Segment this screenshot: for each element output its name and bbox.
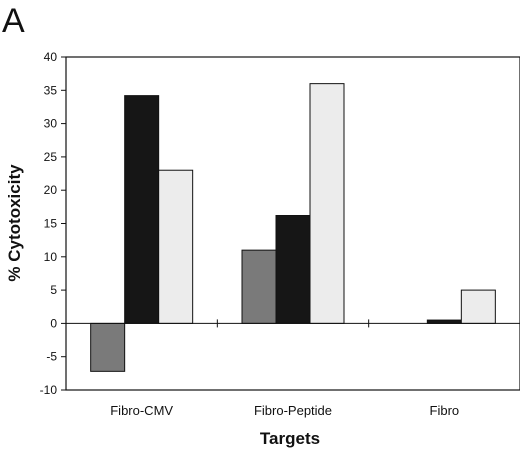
bar-series-1-fibro-cmv <box>90 322 126 372</box>
panel-letter: A <box>2 2 25 40</box>
y-tick-label: 20 <box>44 183 58 197</box>
y-axis: -10 -5 0 5 10 15 20 25 30 35 40 <box>40 50 66 397</box>
category-label: Fibro-CMV <box>110 403 173 418</box>
category-label: Fibro-Peptide <box>254 403 332 418</box>
y-tick-label: -10 <box>40 383 58 397</box>
category-labels: Fibro-CMV Fibro-Peptide Fibro <box>110 403 459 418</box>
bar-series-3-fibro-peptide <box>309 83 345 324</box>
bar-series-3-fibro-cmv <box>158 169 194 324</box>
bars <box>90 83 496 372</box>
y-tick-label: 30 <box>44 117 58 131</box>
bar-series-3-fibro <box>460 289 496 324</box>
category-label: Fibro <box>430 403 460 418</box>
y-tick-label: 40 <box>44 50 58 64</box>
y-tick-label: 5 <box>50 283 57 297</box>
y-tick-label: 25 <box>44 150 58 164</box>
bar-series-2-fibro-peptide <box>275 215 311 324</box>
y-tick-label: 10 <box>44 250 58 264</box>
zero-line-group <box>66 319 520 328</box>
y-axis-title: % Cytotoxicity <box>5 164 24 282</box>
y-tick-label: 15 <box>44 217 58 231</box>
bar-series-2-fibro-cmv <box>124 95 160 324</box>
bar-series-1-fibro-peptide <box>241 249 277 324</box>
y-tick-label: 35 <box>44 83 58 97</box>
y-tick-label: 0 <box>50 316 57 330</box>
x-axis-title: Targets <box>260 429 320 448</box>
y-tick-label: -5 <box>46 350 57 364</box>
